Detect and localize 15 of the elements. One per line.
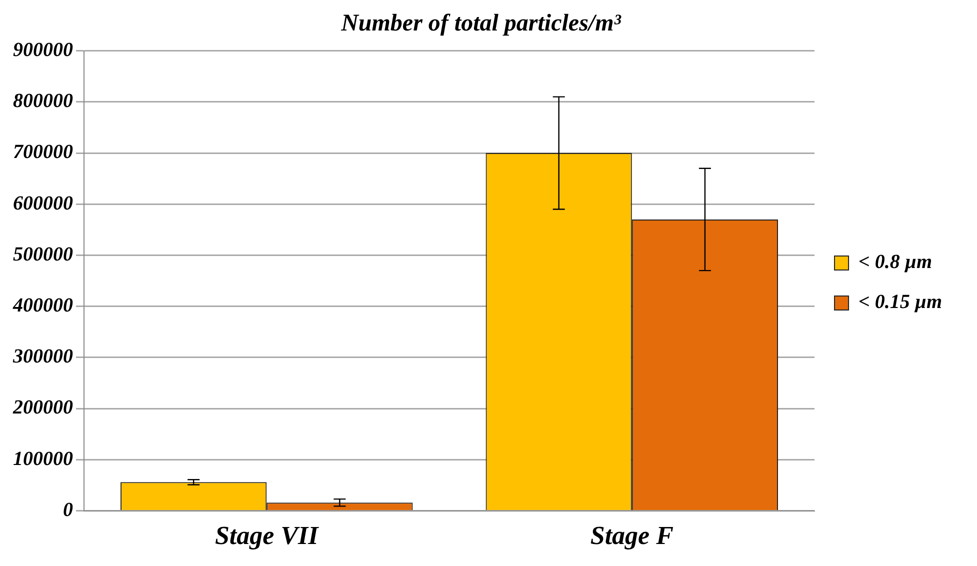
legend-label: < 0.8 µm: [858, 251, 932, 274]
y-tick-label: 700000: [13, 141, 73, 164]
y-tick-label: 100000: [13, 448, 73, 470]
y-tick-label: 400000: [12, 294, 73, 317]
y-tick-label: 0: [63, 498, 73, 521]
chart-title: Number of total particles/m³: [340, 10, 622, 37]
legend-label: < 0.15 µm: [858, 291, 942, 314]
y-tick-label: 500000: [13, 243, 73, 266]
y-tick-label: 200000: [12, 396, 73, 419]
x-tick-label: Stage VII: [214, 521, 320, 550]
x-tick-label: Stage F: [590, 521, 674, 550]
y-tick-label: 900000: [13, 38, 73, 61]
y-tick-label: 600000: [13, 192, 73, 214]
y-tick-label: 300000: [12, 346, 73, 368]
y-tick-label: 800000: [13, 90, 73, 112]
